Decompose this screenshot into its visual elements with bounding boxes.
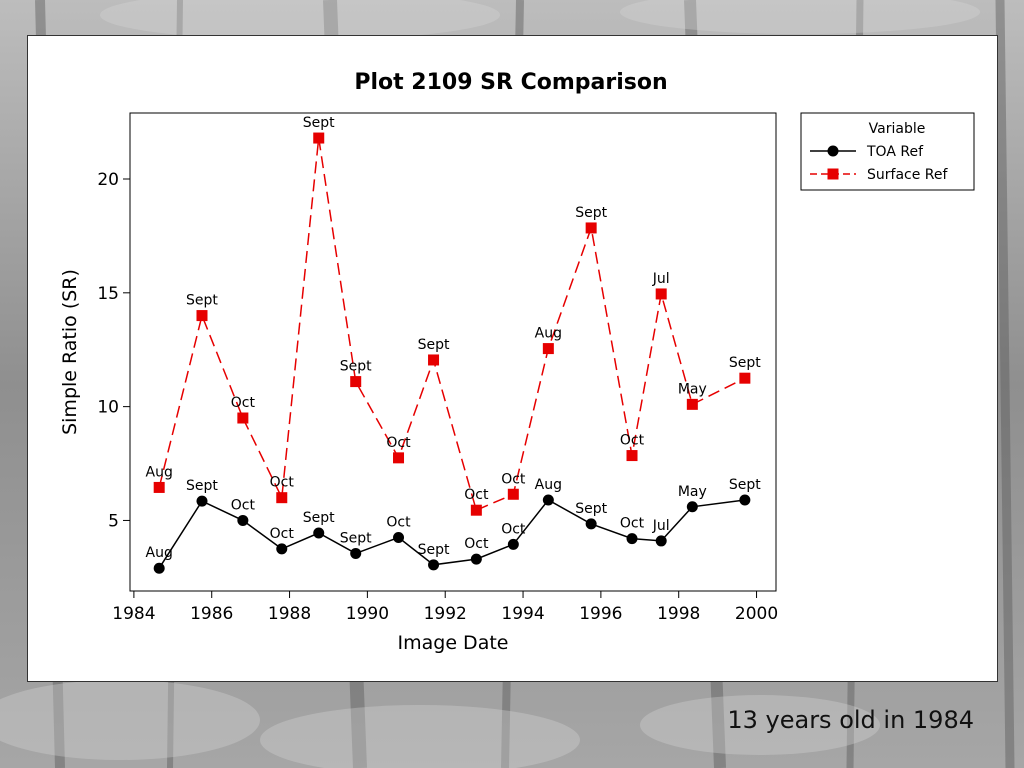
y-tick-label: 20 — [97, 170, 119, 190]
x-tick-label: 1998 — [657, 604, 700, 624]
data-point-toa — [739, 494, 751, 506]
data-label-surface: Oct — [501, 471, 526, 487]
data-point-toa — [350, 547, 362, 559]
x-tick-label: 1992 — [424, 604, 467, 624]
data-label-toa: Sept — [303, 510, 335, 526]
y-axis-label: Simple Ratio (SR) — [59, 269, 81, 435]
series-toa: Aug Sept Oct Oct Sept Sept Oct Sept Oct Oct Aug Sep… — [146, 477, 761, 574]
data-label-surface: Sept — [729, 355, 761, 371]
data-point-surface — [655, 288, 667, 300]
data-label-surface: Sept — [418, 337, 450, 353]
data-point-toa — [196, 495, 208, 507]
data-label-toa: Aug — [146, 545, 173, 561]
data-label-surface: Sept — [186, 293, 218, 309]
data-label-toa: Oct — [386, 515, 411, 531]
data-label-toa: Oct — [270, 526, 295, 542]
data-point-surface — [276, 492, 288, 504]
data-point-toa — [470, 553, 482, 565]
data-point-toa — [626, 533, 638, 545]
caption: 13 years old in 1984 — [727, 706, 974, 734]
x-tick-label: 1990 — [346, 604, 389, 624]
data-point-toa — [655, 535, 667, 547]
x-axis-label: Image Date — [398, 632, 509, 654]
series-layer: Aug Sept Oct Oct Sept Sept Oct Sept Oct Oct Aug Sep… — [146, 115, 761, 574]
data-point-toa — [153, 562, 165, 574]
series-line-toa — [158, 499, 745, 569]
data-point-toa — [393, 532, 405, 544]
data-point-toa — [542, 494, 554, 506]
data-point-surface — [626, 450, 638, 462]
x-axis: 1984 1986 1988 1990 1992 1994 1996 1998 2000 — [112, 591, 778, 624]
data-point-surface — [428, 354, 440, 366]
data-point-surface — [313, 132, 325, 144]
x-tick-label: 1996 — [579, 604, 622, 624]
data-label-toa: Sept — [340, 530, 372, 546]
legend-surface-label: Surface Ref — [867, 167, 948, 183]
legend-title: Variable — [869, 121, 926, 137]
data-label-surface: Aug — [146, 464, 173, 480]
x-tick-label: 1986 — [190, 604, 233, 624]
chart-title: Plot 2109 SR Comparison — [354, 70, 667, 95]
data-label-surface: Aug — [535, 326, 562, 342]
legend-toa-label: TOA Ref — [866, 144, 924, 160]
y-tick-label: 5 — [108, 511, 119, 531]
data-point-toa — [237, 514, 249, 526]
data-label-surface: Oct — [620, 433, 645, 449]
data-point-toa — [585, 518, 597, 530]
data-point-surface — [686, 398, 698, 410]
data-label-toa: Sept — [418, 542, 450, 558]
data-label-toa: Oct — [620, 516, 645, 532]
data-point-toa — [507, 538, 519, 550]
data-label-surface: Sept — [340, 359, 372, 375]
data-label-surface: Jul — [652, 271, 670, 287]
x-tick-label: 1984 — [112, 604, 155, 624]
data-point-surface — [196, 310, 208, 322]
y-tick-label: 15 — [97, 284, 119, 304]
data-label-toa: Sept — [186, 478, 218, 494]
data-point-surface — [470, 504, 482, 516]
series-surface: Aug Sept Oct Oct Sept Sept Oct Sept Oct Oct Aug Sep… — [146, 115, 761, 516]
x-tick-label: 1988 — [268, 604, 311, 624]
data-point-surface — [350, 376, 362, 388]
data-label-toa: Oct — [464, 536, 489, 552]
legend-toa-marker — [827, 145, 839, 157]
data-label-surface: Sept — [303, 115, 335, 131]
data-label-toa: May — [678, 484, 707, 500]
data-point-toa — [686, 501, 698, 513]
data-label-toa: Sept — [729, 477, 761, 493]
x-tick-label: 1994 — [501, 604, 544, 624]
series-line-surface — [158, 137, 746, 512]
data-point-surface — [542, 343, 554, 355]
data-point-surface — [585, 222, 597, 234]
data-label-surface: Oct — [464, 487, 489, 503]
plot-area — [129, 112, 777, 592]
data-point-surface — [739, 372, 751, 384]
data-label-toa: Jul — [652, 518, 670, 534]
data-point-surface — [393, 452, 405, 464]
legend-surface-marker — [827, 168, 839, 180]
data-label-toa: Aug — [535, 477, 562, 493]
data-point-surface — [507, 488, 519, 500]
data-point-surface — [153, 481, 165, 493]
legend: Variable TOA Ref Surface Ref — [800, 112, 975, 191]
data-label-surface: Oct — [386, 435, 411, 451]
data-point-surface — [237, 412, 249, 424]
y-tick-label: 10 — [97, 398, 119, 418]
data-label-toa: Oct — [231, 497, 256, 513]
data-label-toa: Sept — [575, 501, 607, 517]
y-axis: 5 10 15 20 — [97, 170, 130, 531]
x-tick-label: 2000 — [735, 604, 778, 624]
data-point-toa — [276, 543, 288, 555]
data-point-toa — [428, 559, 440, 571]
data-label-toa: Oct — [501, 521, 526, 537]
data-point-toa — [313, 527, 325, 539]
data-label-surface: May — [678, 381, 707, 397]
data-label-surface: Oct — [270, 475, 295, 491]
data-label-surface: Sept — [575, 205, 607, 221]
data-label-surface: Oct — [231, 395, 256, 411]
